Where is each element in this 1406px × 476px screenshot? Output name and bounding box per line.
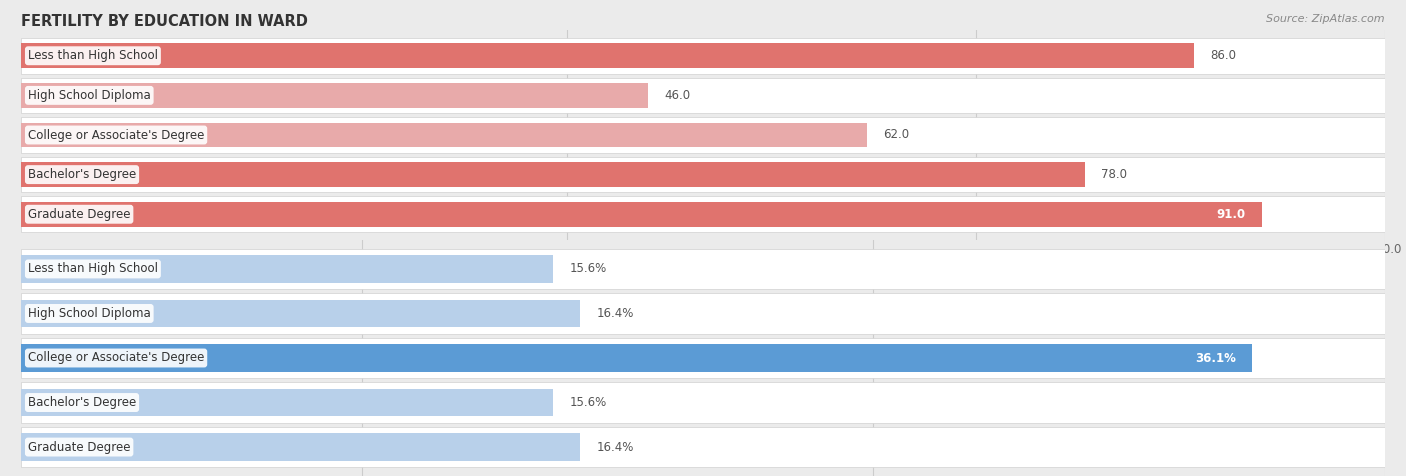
Text: 91.0: 91.0 bbox=[1216, 208, 1246, 221]
Bar bbox=[21, 123, 866, 147]
Bar bbox=[21, 78, 1385, 113]
Text: 78.0: 78.0 bbox=[1101, 168, 1128, 181]
Text: Bachelor's Degree: Bachelor's Degree bbox=[28, 396, 136, 409]
Bar bbox=[21, 427, 1385, 467]
Text: Less than High School: Less than High School bbox=[28, 262, 157, 276]
Text: High School Diploma: High School Diploma bbox=[28, 89, 150, 102]
Bar bbox=[21, 255, 553, 283]
Bar bbox=[21, 197, 1385, 232]
Bar bbox=[21, 38, 1385, 74]
Bar bbox=[21, 157, 1385, 192]
Text: 15.6%: 15.6% bbox=[569, 396, 606, 409]
Text: 46.0: 46.0 bbox=[665, 89, 690, 102]
Bar bbox=[21, 433, 581, 461]
Text: 16.4%: 16.4% bbox=[596, 307, 634, 320]
Text: 16.4%: 16.4% bbox=[596, 441, 634, 454]
Bar bbox=[21, 338, 1385, 378]
Text: Graduate Degree: Graduate Degree bbox=[28, 441, 131, 454]
Text: Less than High School: Less than High School bbox=[28, 49, 157, 62]
Text: Graduate Degree: Graduate Degree bbox=[28, 208, 131, 221]
Text: 86.0: 86.0 bbox=[1211, 49, 1236, 62]
Bar bbox=[21, 293, 1385, 334]
Bar bbox=[21, 83, 648, 108]
Bar bbox=[21, 344, 1251, 372]
Bar bbox=[21, 383, 1385, 423]
Text: Source: ZipAtlas.com: Source: ZipAtlas.com bbox=[1267, 14, 1385, 24]
Text: College or Associate's Degree: College or Associate's Degree bbox=[28, 129, 204, 141]
Bar bbox=[21, 300, 581, 327]
Bar bbox=[21, 117, 1385, 153]
Text: 15.6%: 15.6% bbox=[569, 262, 606, 276]
Text: FERTILITY BY EDUCATION IN WARD: FERTILITY BY EDUCATION IN WARD bbox=[21, 14, 308, 30]
Bar bbox=[21, 389, 553, 416]
Bar bbox=[21, 202, 1263, 227]
Text: 62.0: 62.0 bbox=[883, 129, 910, 141]
Bar bbox=[21, 249, 1385, 289]
Text: College or Associate's Degree: College or Associate's Degree bbox=[28, 351, 204, 365]
Bar bbox=[21, 43, 1194, 68]
Text: Bachelor's Degree: Bachelor's Degree bbox=[28, 168, 136, 181]
Text: 36.1%: 36.1% bbox=[1195, 351, 1236, 365]
Bar bbox=[21, 162, 1085, 187]
Text: High School Diploma: High School Diploma bbox=[28, 307, 150, 320]
